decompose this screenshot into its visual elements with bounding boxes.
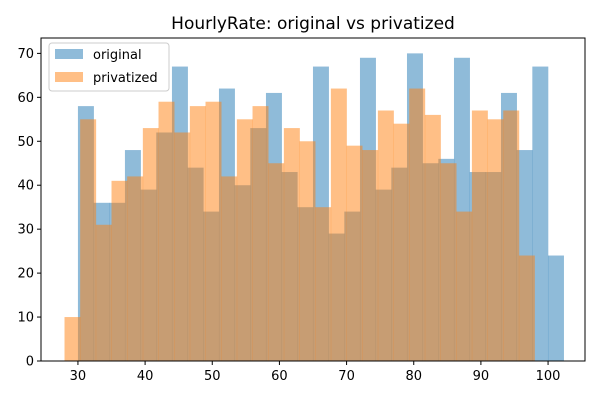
bar-privatized-24: [440, 163, 457, 361]
legend-label-original: original: [93, 48, 142, 63]
bar-original-29: [532, 66, 549, 361]
y-axis: 0 10 20 30 40 50 60 70: [17, 47, 41, 370]
bar-privatized-10: [221, 176, 238, 361]
bar-original-30: [547, 255, 564, 361]
chart-title: HourlyRate: original vs privatized: [171, 14, 455, 34]
series-privatized-bars: [64, 88, 535, 362]
legend-label-privatized: privatized: [93, 71, 158, 86]
bar-privatized-8: [189, 106, 206, 362]
bar-privatized-29: [518, 255, 535, 361]
y-tick-label: 10: [17, 311, 34, 326]
y-tick-label: 50: [17, 135, 34, 150]
bar-privatized-11: [236, 119, 253, 361]
bar-privatized-27: [487, 119, 504, 361]
legend: original privatized: [48, 42, 170, 92]
y-tick-label: 30: [17, 223, 34, 238]
y-tick-label: 60: [17, 91, 34, 106]
bar-privatized-28: [503, 110, 520, 361]
bar-privatized-4: [127, 176, 144, 361]
x-axis: 30 40 50 60 70 80 90 100: [70, 361, 561, 384]
bar-privatized-26: [471, 110, 488, 361]
x-tick-label: 70: [338, 369, 355, 384]
bar-privatized-23: [424, 114, 441, 362]
bar-privatized-9: [205, 101, 222, 361]
bar-privatized-17: [330, 88, 347, 361]
bar-privatized-0: [64, 317, 81, 361]
legend-swatch-original: [55, 49, 83, 59]
bar-privatized-22: [409, 88, 426, 361]
y-tick-label: 40: [17, 179, 34, 194]
plot-frame: [40, 37, 586, 362]
bar-privatized-6: [158, 101, 175, 361]
x-tick-label: 50: [204, 369, 221, 384]
y-tick-label: 70: [17, 47, 34, 62]
plot-area: 30 40 50 60 70 80 90 100 0 10 20 30 40 50 60 70: [17, 37, 586, 384]
bar-privatized-21: [393, 123, 410, 361]
bar-privatized-25: [456, 211, 473, 361]
bar-privatized-5: [142, 128, 159, 361]
x-tick-label: 30: [70, 369, 87, 384]
bar-privatized-20: [377, 110, 394, 361]
bar-privatized-15: [299, 141, 316, 361]
bar-privatized-1: [80, 119, 97, 361]
bar-privatized-3: [111, 180, 128, 361]
y-tick-label: 0: [26, 355, 34, 370]
bar-privatized-14: [283, 128, 300, 361]
bar-privatized-7: [174, 132, 191, 361]
bar-privatized-12: [252, 106, 269, 362]
bar-privatized-13: [268, 163, 285, 361]
bar-privatized-16: [315, 207, 332, 361]
bar-privatized-2: [95, 224, 112, 361]
x-tick-label: 40: [137, 369, 154, 384]
y-tick-label: 20: [17, 267, 34, 282]
bar-privatized-19: [362, 150, 379, 361]
legend-swatch-privatized: [55, 72, 83, 82]
x-tick-label: 90: [473, 369, 490, 384]
bar-privatized-18: [346, 145, 363, 361]
x-tick-label: 60: [271, 369, 288, 384]
x-tick-label: 80: [405, 369, 422, 384]
x-tick-label: 100: [536, 369, 561, 384]
